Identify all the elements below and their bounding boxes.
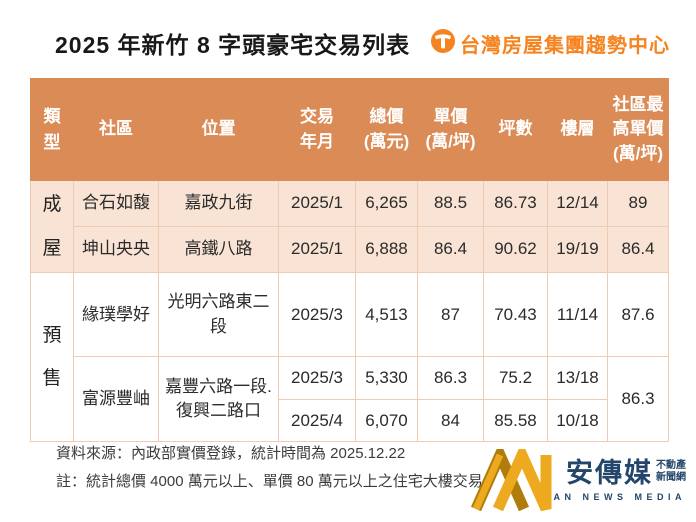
col-header-type: 類型 — [30, 78, 74, 181]
floor-cell: 12/14 — [547, 179, 608, 228]
watermark-subtitle: AN NEWS MEDIA — [553, 492, 686, 502]
area-cell: 86.73 — [483, 179, 548, 228]
table-row: 成屋 合石如馥 嘉政九街 2025/1 6,265 88.5 86.73 12/… — [30, 179, 669, 274]
watermark: 安傳媒 不動產 新聞網 AN NEWS MEDIA — [470, 441, 687, 518]
community-cell: 緣璞學好 — [73, 272, 159, 358]
unit-price-cell: 84 — [417, 399, 484, 443]
location-cell: 光明六路東二段 — [158, 272, 279, 358]
community-cell: 坤山央央 — [73, 226, 159, 274]
page-title: 2025 年新竹 8 字頭豪宅交易列表 — [55, 32, 411, 58]
footnotes: 資料來源：內政部實價登錄，統計時間為 2025.12.22 註：統計總價 400… — [56, 440, 676, 496]
col-header-total-price: 總價 (萬元) — [355, 78, 418, 181]
date-cell: 2025/3 — [278, 356, 356, 401]
unit-price-cell: 86.3 — [417, 356, 484, 401]
location-cell: 嘉政九街 — [158, 179, 279, 228]
type-cell-presale: 預售 — [30, 272, 74, 443]
area-cell: 85.58 — [483, 399, 548, 443]
max-unit-price-cell: 89 — [607, 179, 669, 228]
date-cell: 2025/1 — [278, 226, 356, 274]
watermark-name: 安傳媒 — [566, 458, 653, 488]
unit-price-cell: 86.4 — [417, 226, 484, 274]
table-row: 2025/4 6,070 84 85.58 10/18 — [31, 399, 669, 443]
col-header-location: 位置 — [158, 78, 279, 181]
location-cell: 嘉豐六路一段.復興二路口 — [158, 356, 279, 443]
area-cell: 90.62 — [483, 226, 548, 274]
max-unit-price-cell: 86.3 — [607, 356, 669, 443]
date-cell: 2025/1 — [278, 179, 356, 228]
brand-logo: 台灣房屋集團趨勢中心 — [430, 28, 670, 59]
total-price-cell: 5,330 — [355, 356, 418, 401]
total-price-cell: 4,513 — [355, 272, 418, 358]
taiwan-housing-icon — [430, 28, 456, 59]
table-row: 坤山央央 高鐵八路 2025/1 6,888 86.4 90.62 19/19 … — [31, 226, 669, 274]
area-cell: 75.2 — [483, 356, 548, 401]
col-header-max-unit-price: 社區最 高單價 (萬/坪) — [607, 78, 669, 181]
col-header-community: 社區 — [73, 78, 159, 181]
date-cell: 2025/3 — [278, 272, 356, 358]
col-header-unit-price: 單價 (萬/坪) — [417, 78, 484, 181]
table-row: 富源豐岫 嘉豐六路一段.復興二路口 2025/3 5,330 86.3 75.2… — [31, 356, 669, 443]
total-price-cell: 6,070 — [355, 399, 418, 443]
floor-cell: 13/18 — [547, 356, 608, 401]
area-cell: 70.43 — [483, 272, 548, 358]
floor-cell: 11/14 — [547, 272, 608, 358]
col-header-date: 交易 年月 — [278, 78, 356, 181]
unit-price-cell: 88.5 — [417, 179, 484, 228]
table-header-row: 類型 社區 位置 交易 年月 總價 (萬元) 單價 (萬/坪) 坪數 樓層 — [30, 78, 669, 181]
community-cell: 合石如馥 — [73, 179, 159, 228]
total-price-cell: 6,265 — [355, 179, 418, 228]
col-header-area: 坪數 — [483, 78, 548, 181]
top-bar: 2025 年新竹 8 字頭豪宅交易列表 台灣房屋集團趨勢中心 — [55, 26, 670, 60]
date-cell: 2025/4 — [278, 399, 356, 443]
unit-price-cell: 87 — [417, 272, 484, 358]
location-cell: 高鐵八路 — [158, 226, 279, 274]
floor-cell: 10/18 — [547, 399, 608, 443]
max-unit-price-cell: 86.4 — [607, 226, 669, 274]
transactions-table: 類型 社區 位置 交易 年月 總價 (萬元) 單價 (萬/坪) 坪數 樓層 — [30, 78, 669, 443]
col-header-floor: 樓層 — [547, 78, 608, 181]
community-cell: 富源豐岫 — [73, 356, 159, 443]
note-source: 資料來源：內政部實價登錄，統計時間為 2025.12.22 — [56, 445, 406, 462]
type-cell-built: 成屋 — [30, 179, 74, 274]
note-criteria: 註：統計總價 4000 萬元以上、單價 80 萬元以上之住宅大樓交易， — [56, 472, 498, 490]
floor-cell: 19/19 — [547, 226, 608, 274]
max-unit-price-cell: 87.6 — [607, 272, 669, 358]
total-price-cell: 6,888 — [355, 226, 418, 274]
an-monogram-icon — [470, 441, 566, 516]
watermark-tags: 不動產 新聞網 — [656, 460, 686, 483]
table-row: 預售 緣璞學好 光明六路東二段 2025/3 4,513 87 70.43 11… — [30, 272, 669, 443]
brand-name: 台灣房屋集團趨勢中心 — [460, 34, 670, 57]
watermark-text: 安傳媒 不動產 新聞網 AN NEWS MEDIA — [553, 458, 687, 503]
